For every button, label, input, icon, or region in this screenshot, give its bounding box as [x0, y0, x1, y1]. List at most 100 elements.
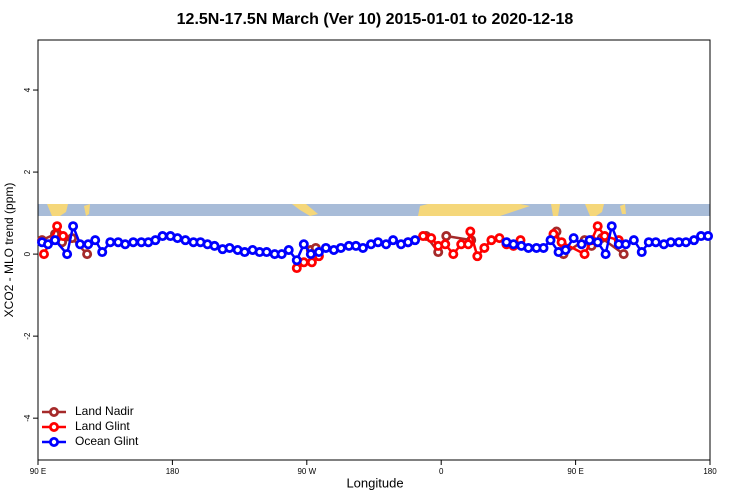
point	[82, 249, 93, 260]
point	[381, 239, 392, 250]
ocean-band	[38, 204, 710, 216]
point	[620, 239, 631, 250]
point	[418, 231, 429, 242]
point	[680, 237, 691, 248]
point	[298, 239, 309, 250]
point	[556, 237, 567, 248]
point	[157, 231, 168, 242]
point	[357, 242, 368, 253]
point	[58, 231, 69, 242]
land	[585, 204, 604, 216]
point	[172, 233, 183, 244]
y-axis-label: XCO2 - MLO trend (ppm)	[2, 183, 16, 318]
point	[545, 235, 556, 246]
point	[665, 237, 676, 248]
y-tick-label: -2	[23, 332, 32, 340]
legend-marker	[49, 436, 60, 447]
point	[50, 235, 61, 246]
point	[335, 242, 346, 253]
legend-label: Land Glint	[75, 419, 130, 433]
x-tick-label: 90 E	[30, 467, 46, 476]
point	[52, 221, 63, 232]
chart-title: 12.5N-17.5N March (Ver 10) 2015-01-01 to…	[177, 11, 574, 28]
point	[62, 249, 73, 260]
point	[599, 231, 610, 242]
point	[97, 247, 108, 258]
point	[523, 242, 534, 253]
point	[689, 235, 700, 246]
point	[600, 249, 611, 260]
map-strip	[38, 204, 710, 216]
point	[105, 237, 116, 248]
point	[38, 249, 49, 260]
land	[418, 204, 530, 216]
point	[618, 249, 629, 260]
point	[261, 247, 272, 258]
point	[75, 239, 86, 250]
point	[628, 235, 639, 246]
plot-frame	[37, 39, 711, 461]
legend-label: Ocean Glint	[75, 434, 139, 448]
point	[606, 221, 617, 232]
point	[320, 242, 331, 253]
point	[494, 233, 505, 244]
point	[150, 235, 161, 246]
point	[90, 235, 101, 246]
legend-label: Land Nadir	[75, 404, 134, 418]
y-tick-label: 4	[23, 87, 32, 92]
point	[291, 255, 302, 266]
point	[283, 244, 294, 255]
point	[636, 247, 647, 258]
land	[292, 204, 318, 216]
point	[592, 221, 603, 232]
legend-marker	[49, 406, 60, 417]
point	[388, 235, 399, 246]
land	[84, 204, 90, 216]
land	[47, 204, 68, 216]
point	[479, 242, 490, 253]
legend-marker	[49, 421, 60, 432]
point	[291, 263, 302, 274]
point	[128, 237, 139, 248]
point	[83, 239, 94, 250]
y-tick-label: 0	[23, 251, 32, 256]
x-tick-label: 90 E	[567, 467, 583, 476]
point	[472, 251, 483, 262]
land	[551, 204, 560, 216]
point	[120, 239, 131, 250]
point	[426, 233, 437, 244]
point	[486, 235, 497, 246]
x-tick-label: 0	[439, 467, 444, 476]
point	[584, 235, 595, 246]
point	[465, 226, 476, 237]
point	[508, 239, 519, 250]
point	[703, 231, 714, 242]
point	[239, 247, 250, 258]
point	[306, 257, 317, 268]
point	[560, 244, 571, 255]
point	[440, 239, 451, 250]
land	[620, 204, 626, 214]
point	[68, 221, 79, 232]
x-tick-label: 90 W	[297, 467, 316, 476]
point	[305, 249, 316, 260]
point	[448, 249, 459, 260]
point	[576, 239, 587, 250]
point	[441, 231, 452, 242]
x-axis-label: Longitude	[346, 475, 403, 490]
x-tick-label: 180	[703, 467, 717, 476]
point	[180, 235, 191, 246]
point	[568, 233, 579, 244]
point	[276, 249, 287, 260]
point	[463, 239, 474, 250]
point	[538, 242, 549, 253]
point	[313, 247, 324, 258]
point	[43, 239, 54, 250]
x-tick-label: 180	[166, 467, 180, 476]
point	[410, 235, 421, 246]
y-tick-label: 2	[23, 169, 32, 174]
point	[224, 242, 235, 253]
point	[209, 240, 220, 251]
point	[592, 237, 603, 248]
